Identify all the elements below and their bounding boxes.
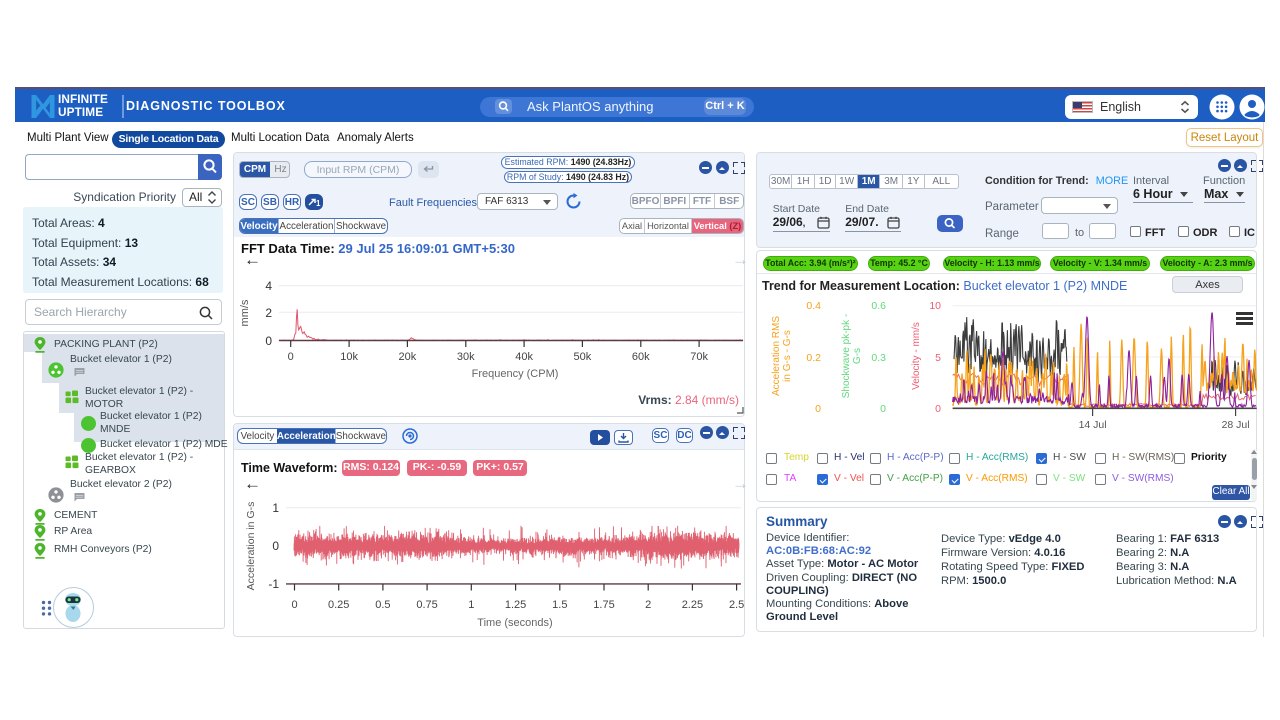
svg-text:20k: 20k bbox=[399, 351, 417, 363]
svg-text:70k: 70k bbox=[690, 351, 708, 363]
svg-text:30k: 30k bbox=[457, 351, 475, 363]
svg-text:-1: -1 bbox=[268, 577, 279, 591]
svg-text:0: 0 bbox=[288, 351, 294, 363]
svg-text:Shockwave pk-pk -: Shockwave pk-pk - bbox=[841, 314, 852, 398]
svg-text:40k: 40k bbox=[515, 351, 533, 363]
svg-text:0.25: 0.25 bbox=[328, 599, 349, 611]
svg-text:0: 0 bbox=[935, 403, 941, 415]
svg-text:10k: 10k bbox=[340, 351, 358, 363]
svg-text:4: 4 bbox=[265, 279, 272, 293]
svg-text:Frequency (CPM): Frequency (CPM) bbox=[472, 368, 559, 380]
svg-text:1.5: 1.5 bbox=[552, 599, 567, 611]
svg-text:2: 2 bbox=[265, 306, 272, 320]
svg-text:0: 0 bbox=[291, 599, 297, 611]
svg-text:0.5: 0.5 bbox=[375, 599, 390, 611]
svg-text:14 Jul: 14 Jul bbox=[1079, 419, 1107, 431]
svg-text:0: 0 bbox=[815, 403, 821, 415]
svg-text:0.3: 0.3 bbox=[871, 352, 886, 364]
svg-text:0.75: 0.75 bbox=[416, 599, 437, 611]
svg-text:5: 5 bbox=[935, 352, 941, 364]
svg-text:Acceleration in G-s: Acceleration in G-s bbox=[245, 502, 257, 591]
svg-text:Time (seconds): Time (seconds) bbox=[477, 617, 552, 629]
svg-text:0: 0 bbox=[880, 403, 886, 415]
svg-text:1.25: 1.25 bbox=[505, 599, 526, 611]
svg-text:2.5: 2.5 bbox=[729, 599, 744, 611]
svg-text:2: 2 bbox=[645, 599, 651, 611]
svg-text:50k: 50k bbox=[574, 351, 592, 363]
svg-text:1.75: 1.75 bbox=[593, 599, 614, 611]
svg-text:1: 1 bbox=[272, 501, 279, 515]
svg-text:2.25: 2.25 bbox=[682, 599, 703, 611]
svg-text:10: 10 bbox=[929, 300, 941, 312]
svg-text:0.4: 0.4 bbox=[806, 300, 821, 312]
svg-text:0.6: 0.6 bbox=[871, 300, 886, 312]
svg-text:1: 1 bbox=[468, 599, 474, 611]
svg-text:0.2: 0.2 bbox=[806, 352, 821, 364]
svg-text:in G-s - G-s: in G-s - G-s bbox=[782, 330, 793, 382]
svg-text:0: 0 bbox=[272, 539, 279, 553]
svg-text:0: 0 bbox=[265, 334, 272, 348]
svg-text:G-s: G-s bbox=[852, 348, 863, 364]
svg-text:60k: 60k bbox=[632, 351, 650, 363]
svg-text:28 Jul: 28 Jul bbox=[1222, 419, 1250, 431]
svg-text:Acceleration RMS: Acceleration RMS bbox=[771, 316, 782, 396]
svg-text:mm/s: mm/s bbox=[239, 299, 251, 326]
svg-text:1: 1 bbox=[316, 199, 321, 208]
svg-text:Velocity - mm/s: Velocity - mm/s bbox=[911, 322, 922, 390]
